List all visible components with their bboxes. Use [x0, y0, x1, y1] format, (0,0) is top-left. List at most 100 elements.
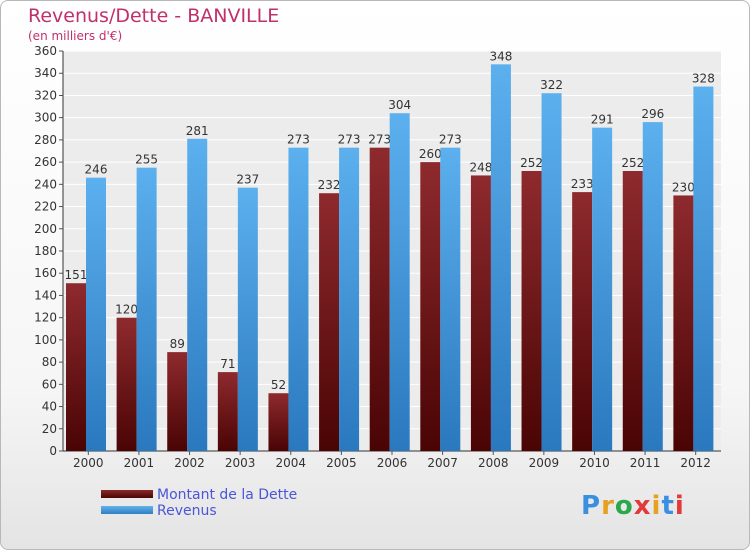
bar-revenue-2003 — [237, 187, 258, 451]
logo-letter: r — [601, 491, 615, 521]
x-tick-label-2007: 2007 — [427, 456, 458, 470]
data-label-debt-2007: 260 — [419, 147, 442, 161]
data-label-revenue-2011: 296 — [641, 107, 664, 121]
bar-revenue-2008 — [490, 64, 511, 452]
data-label-debt-2008: 248 — [469, 160, 492, 174]
y-tick-label: 0 — [49, 444, 57, 458]
y-tick-label: 140 — [34, 288, 57, 302]
data-label-revenue-2009: 322 — [540, 78, 563, 92]
bar-debt-2005 — [319, 193, 340, 451]
y-tick-label: 300 — [34, 111, 57, 125]
x-tick-label-2004: 2004 — [275, 456, 306, 470]
x-tick-label-2003: 2003 — [225, 456, 256, 470]
data-label-debt-2011: 252 — [621, 156, 644, 170]
bar-debt-2003 — [217, 372, 238, 451]
data-label-debt-2000: 151 — [65, 268, 88, 282]
bar-revenue-2005 — [339, 147, 360, 451]
y-tick-label: 160 — [34, 266, 57, 280]
bar-debt-2012 — [673, 195, 694, 451]
bar-revenue-2000 — [86, 177, 106, 451]
bar-debt-2002 — [167, 352, 188, 451]
data-label-revenue-2010: 291 — [591, 113, 614, 127]
x-tick-label-2000: 2000 — [73, 456, 104, 470]
data-label-revenue-2000: 246 — [85, 163, 108, 177]
bar-debt-2001 — [116, 317, 137, 451]
data-label-revenue-2012: 328 — [692, 72, 715, 86]
data-label-debt-2009: 252 — [520, 156, 543, 170]
y-tick-label: 80 — [42, 355, 57, 369]
legend-swatch-debt — [101, 490, 153, 498]
y-tick-label: 360 — [34, 44, 57, 58]
data-label-revenue-2003: 237 — [236, 173, 259, 187]
data-label-revenue-2008: 348 — [489, 49, 512, 63]
bar-revenue-2012 — [693, 86, 714, 452]
logo-letter: t — [661, 491, 675, 521]
data-label-revenue-2001: 255 — [135, 153, 158, 167]
y-tick-label: 100 — [34, 333, 57, 347]
y-tick-label: 20 — [42, 422, 57, 436]
x-tick-label-2010: 2010 — [579, 456, 610, 470]
bar-debt-2004 — [268, 393, 289, 451]
data-label-debt-2004: 52 — [271, 378, 286, 392]
data-label-revenue-2007: 273 — [439, 133, 462, 147]
legend-label-debt: Montant de la Dette — [157, 487, 298, 503]
legend-label-revenue: Revenus — [157, 503, 217, 519]
bar-debt-2000 — [66, 283, 86, 451]
y-tick-label: 340 — [34, 66, 57, 80]
logo-letter: i — [651, 491, 662, 521]
legend-swatch-revenue — [101, 506, 153, 514]
x-tick-label-2005: 2005 — [326, 456, 357, 470]
bar-revenue-2010 — [592, 127, 613, 452]
data-label-debt-2010: 233 — [571, 177, 594, 191]
data-label-debt-2002: 89 — [170, 337, 185, 351]
y-tick-label: 40 — [42, 400, 57, 414]
data-label-revenue-2002: 281 — [186, 124, 209, 138]
y-tick-label: 200 — [34, 222, 57, 236]
bar-revenue-2011 — [642, 122, 663, 451]
bar-debt-2007 — [420, 162, 441, 451]
y-tick-label: 280 — [34, 133, 57, 147]
data-label-revenue-2006: 304 — [388, 98, 411, 112]
proxiti-logo: Proxiti — [581, 491, 685, 521]
x-tick-label-2002: 2002 — [174, 456, 205, 470]
bar-debt-2011 — [622, 171, 643, 451]
bar-revenue-2007 — [440, 147, 461, 451]
data-label-debt-2006: 273 — [368, 133, 391, 147]
data-label-debt-2001: 120 — [115, 303, 138, 317]
chart-title: Revenus/Dette - BANVILLE — [28, 5, 280, 27]
x-tick-label-2012: 2012 — [680, 456, 711, 470]
y-tick-label: 180 — [34, 244, 57, 258]
x-tick-label-2001: 2001 — [124, 456, 155, 470]
logo-letter: P — [581, 491, 602, 521]
y-tick-label: 260 — [34, 155, 57, 169]
y-tick-label: 320 — [34, 88, 57, 102]
chart-subtitle: (en milliers d'€) — [28, 29, 123, 43]
bar-debt-2009 — [521, 171, 542, 451]
logo-letter: x — [633, 491, 652, 521]
bar-debt-2006 — [369, 147, 390, 451]
logo-letter: o — [614, 491, 634, 521]
bar-revenue-2006 — [389, 113, 410, 451]
y-tick-label: 60 — [42, 377, 57, 391]
bar-revenue-2002 — [187, 138, 208, 451]
x-tick-label-2006: 2006 — [377, 456, 408, 470]
x-tick-label-2009: 2009 — [529, 456, 560, 470]
bar-revenue-2004 — [288, 147, 309, 451]
y-tick-label: 220 — [34, 200, 57, 214]
y-tick-label: 120 — [34, 311, 57, 325]
bar-debt-2008 — [470, 175, 491, 451]
bar-revenue-2009 — [541, 93, 562, 451]
bar-debt-2010 — [572, 192, 593, 451]
data-label-debt-2005: 232 — [318, 178, 341, 192]
data-label-debt-2003: 71 — [220, 357, 235, 371]
bar-revenue-2001 — [136, 167, 157, 451]
data-label-debt-2012: 230 — [672, 180, 695, 194]
data-label-revenue-2005: 273 — [338, 133, 361, 147]
x-tick-label-2008: 2008 — [478, 456, 509, 470]
y-tick-label: 240 — [34, 177, 57, 191]
x-tick-label-2011: 2011 — [630, 456, 661, 470]
logo-letter: i — [674, 491, 685, 521]
data-label-revenue-2004: 273 — [287, 133, 310, 147]
